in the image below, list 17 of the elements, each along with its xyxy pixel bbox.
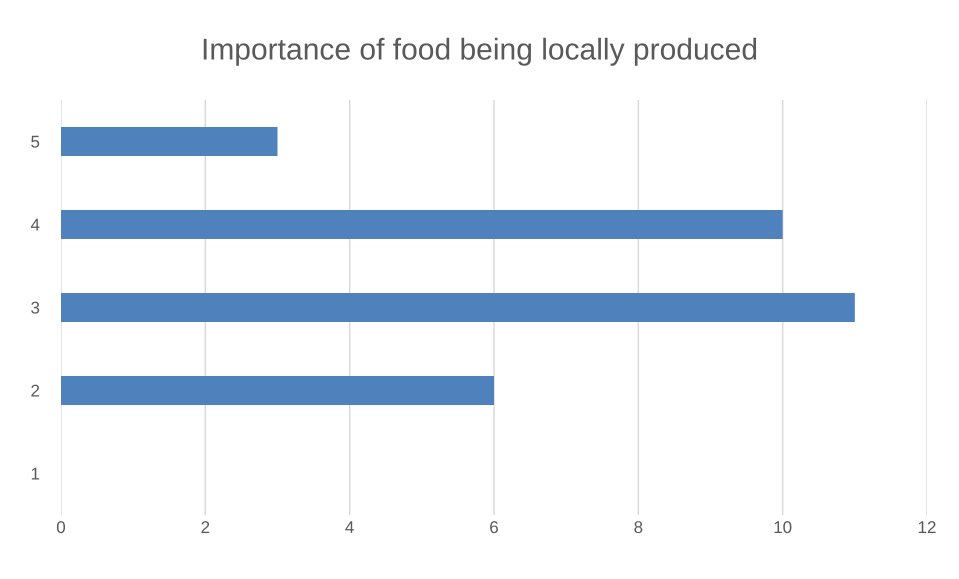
y-tick-label: 4	[30, 215, 40, 234]
bar	[61, 210, 783, 240]
y-tick-label: 5	[30, 132, 40, 152]
y-tick-label: 1	[30, 464, 40, 484]
bar	[61, 292, 855, 322]
x-tick-label: 10	[773, 518, 792, 537]
chart-title: Importance of food being locally produced	[200, 34, 758, 67]
bar	[61, 376, 494, 406]
x-tick-label: 2	[200, 518, 210, 537]
x-tick-label: 6	[489, 518, 499, 537]
x-tick-label: 12	[918, 518, 936, 537]
bar	[61, 126, 278, 156]
x-tick-label: 4	[344, 518, 354, 537]
x-tick-label: 0	[56, 518, 66, 537]
y-tick-label: 3	[30, 298, 40, 318]
y-tick-label: 2	[30, 381, 40, 400]
x-tick-label: 8	[634, 518, 644, 537]
